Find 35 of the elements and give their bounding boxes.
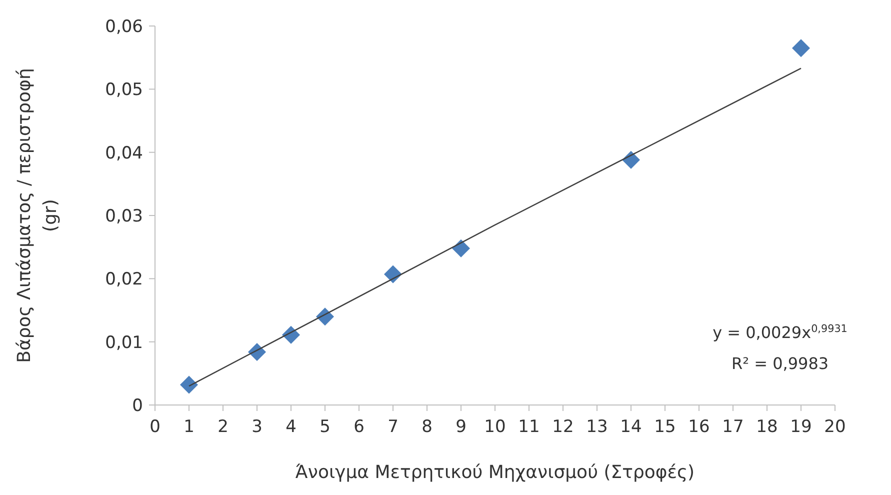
x-tick-label: 19: [790, 417, 812, 437]
y-tick-label: 0,06: [105, 16, 143, 37]
x-tick-label: 13: [586, 417, 608, 437]
x-tick-label: 3: [252, 417, 262, 437]
x-tick-label: 12: [552, 417, 574, 437]
y-tick-label: 0,03: [105, 206, 143, 226]
x-tick-label: 11: [518, 417, 540, 437]
y-tick-label: 0,02: [105, 270, 143, 290]
x-tick-label: 2: [218, 417, 228, 437]
annotation: y = 0,0029x$^{0,9931}$: [712, 323, 848, 342]
y-axis-title: Βάρος Λιπάσματος / περιστροφή (gr): [14, 68, 61, 363]
point: [792, 39, 810, 58]
x-tick-label: 9: [456, 417, 466, 437]
x-tick-label: 0: [150, 417, 160, 437]
y-tick-label: 0,01: [105, 332, 143, 353]
x-tick-label: 17: [722, 417, 744, 437]
point: [452, 239, 470, 258]
x-axis-title: Άνοιγμα Μετρητικού Μηχανισμού (Στροφές): [295, 462, 695, 483]
annotation: R² = 0,9983: [731, 354, 829, 373]
x-tick-label: 1: [184, 417, 194, 437]
x-tick-label: 5: [320, 417, 330, 437]
x-tick-label: 6: [354, 417, 364, 437]
point: [180, 376, 198, 394]
y-tick-label: 0: [132, 396, 143, 416]
x-tick-label: 14: [620, 417, 642, 437]
x-tick-label: 8: [422, 417, 432, 437]
y-tick-label: 0,04: [105, 143, 143, 164]
y-tick-label: 0,05: [105, 80, 143, 100]
x-tick-label: 15: [654, 417, 676, 437]
x-tick-label: 10: [484, 417, 506, 437]
x-tick-label: 16: [688, 417, 710, 437]
x-tick-label: 20: [824, 417, 846, 437]
x-tick-label: 18: [756, 417, 778, 437]
x-tick-label: 4: [286, 417, 296, 437]
x-tick-label: 7: [388, 417, 398, 437]
